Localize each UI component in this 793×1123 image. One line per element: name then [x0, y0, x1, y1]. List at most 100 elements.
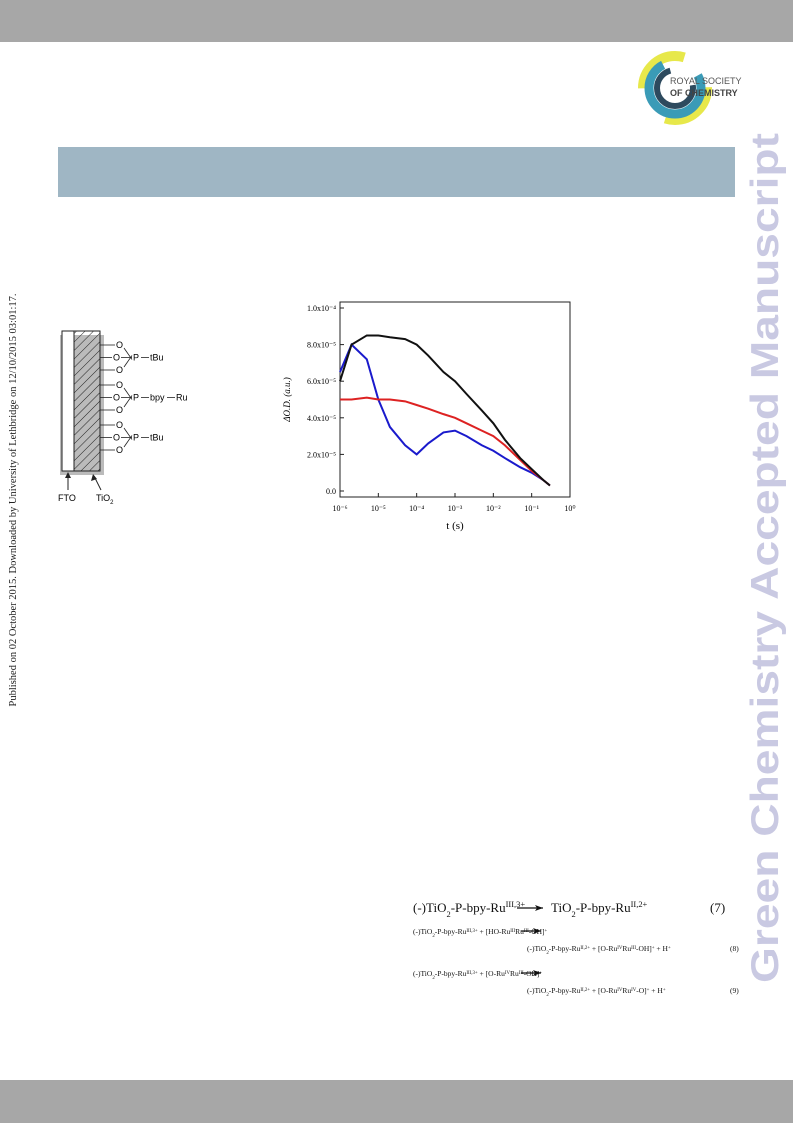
equation-line: TiO2-P-bpy-RuII,2+: [551, 899, 648, 919]
equation-part: IV: [617, 946, 623, 951]
equation-part: (-)TiO: [527, 944, 547, 953]
x-tick-label: 10⁰: [564, 504, 575, 513]
equation-part: +: [545, 929, 548, 934]
equation-part: +: [652, 946, 655, 951]
oxygen: O: [113, 393, 120, 403]
y-tick-label: 1.0x10⁻⁴: [307, 304, 336, 313]
equation-part: + [O-Ru: [590, 986, 617, 995]
equation-line: (-)TiO2-P-bpy-RuIII,3+ + [HO-RuIIIRuIII-…: [413, 927, 548, 939]
y-tick-label: 0.0: [326, 487, 336, 496]
oxygen: O: [116, 405, 123, 415]
chart: 0.0 2.0x10⁻⁵ 4.0x10⁻⁵ 6.0x10⁻⁵ 8.0x10⁻⁵ 1.0x1…: [282, 301, 576, 532]
oxygen: O: [116, 365, 123, 375]
fto-layer: [61, 330, 75, 472]
x-axis-label: t (s): [446, 520, 464, 532]
equation-part: III: [631, 946, 636, 951]
logo: ROYAL SOCIETY OF CHEMISTRY: [638, 51, 742, 125]
arrowhead: [533, 928, 541, 934]
equation-part: III,3+: [506, 899, 526, 909]
equation-part: (-)TiO: [413, 927, 433, 936]
equation-part: 2: [546, 993, 549, 998]
group: tBu: [150, 433, 164, 443]
x-tick-label: 10⁻¹: [524, 504, 539, 513]
equation-part: + [O-Ru: [478, 969, 505, 978]
oxygen: O: [113, 433, 120, 443]
equation-part: -P-bpy-Ru: [451, 900, 506, 915]
equation-line: (-)TiO2-P-bpy-RuIII,3+: [413, 899, 525, 919]
equation-part: II,2+: [631, 899, 648, 909]
equation-part: -P-bpy-Ru: [576, 900, 631, 915]
tio2-layer: [73, 330, 101, 472]
bond: [123, 355, 133, 368]
equation-part: II,2+: [580, 988, 590, 993]
side-note: Published on 02 October 2015. Downloaded…: [8, 294, 19, 707]
phosphorus: P: [133, 393, 139, 403]
data-line: [339, 334, 551, 487]
equation-part: + [O-Ru: [590, 944, 617, 953]
oxygen: O: [113, 353, 120, 363]
equation-line: (-)TiO2-P-bpy-RuII,2+ + [O-RuIVRuIII-OH]…: [527, 944, 671, 956]
equation-part: III,3+: [466, 929, 477, 934]
equation-part: 2: [571, 909, 575, 919]
equations: (-)TiO2-P-bpy-RuIII,3+ TiO2-P-bpy-RuII,2+…: [413, 899, 739, 998]
arrowhead: [65, 472, 71, 478]
x-tick-label: 10⁻²: [486, 504, 501, 513]
equation-part: -P-bpy-Ru: [435, 969, 467, 978]
arrowhead: [535, 905, 543, 911]
equation-part: III,3+: [466, 971, 477, 976]
equation-part: Ru: [622, 944, 631, 953]
equation-part: 2: [446, 909, 450, 919]
top-bar: [0, 0, 793, 42]
equation-line: (-)TiO2-P-bpy-RuII,2+ + [O-RuIVRuIV-O]+ …: [527, 986, 666, 998]
equation-part: -OH]: [636, 944, 652, 953]
equation-number: (8): [730, 944, 739, 953]
equation-part: -P-bpy-Ru: [549, 986, 581, 995]
arrowhead: [533, 970, 541, 976]
equation-part: TiO: [551, 900, 571, 915]
y-tick-label: 6.0x10⁻⁵: [307, 377, 336, 386]
equation-part: 2: [432, 934, 435, 939]
oxygen: O: [116, 380, 123, 390]
equation-part: 2: [546, 951, 549, 956]
equation-part: II,2+: [580, 946, 590, 951]
equation-part: + H: [655, 944, 669, 953]
bond: [123, 435, 133, 448]
x-tick-label: 10⁻⁵: [371, 504, 386, 513]
equation-part: +: [647, 988, 650, 993]
data-line: [339, 342, 551, 487]
equation-part: (-)TiO: [527, 986, 547, 995]
equation-part: +: [663, 988, 666, 993]
equation-number: (9): [730, 986, 739, 995]
equation-number: (7): [710, 900, 725, 915]
y-tick-label: 8.0x10⁻⁵: [307, 341, 336, 350]
equation-part: 2: [432, 976, 435, 981]
tio2-text: TiO: [96, 493, 110, 503]
arrowhead: [91, 474, 97, 481]
group: tBu: [150, 353, 164, 363]
equation-part: IV: [505, 971, 511, 976]
watermark: Green Chemistry Accepted Manuscript: [744, 133, 787, 983]
equation-line: (-)TiO2-P-bpy-RuIII,3+ + [O-RuIVRuIII-OH…: [413, 969, 542, 981]
bottom-bar: [0, 1080, 793, 1123]
oxygen: O: [116, 445, 123, 455]
x-tick-label: 10⁻³: [448, 504, 463, 513]
equation-part: IV: [617, 988, 623, 993]
fto-label: FTO: [58, 493, 76, 503]
equation-part: + H: [649, 986, 663, 995]
tio2-label: TiO2: [96, 493, 114, 506]
equation-part: -P-bpy-Ru: [549, 944, 581, 953]
equation-part: IV: [631, 988, 637, 993]
equation-part: (-)TiO: [413, 900, 446, 915]
equation-part: (-)TiO: [413, 969, 433, 978]
group: Ru: [176, 393, 188, 403]
logo-text: OF CHEMISTRY: [670, 88, 738, 98]
data-line: [340, 396, 551, 487]
equation-part: III: [510, 929, 515, 934]
equation-part: Ru: [622, 986, 631, 995]
equation-part: Ru: [510, 969, 519, 978]
banner: [58, 147, 735, 197]
phosphorus: P: [133, 353, 139, 363]
